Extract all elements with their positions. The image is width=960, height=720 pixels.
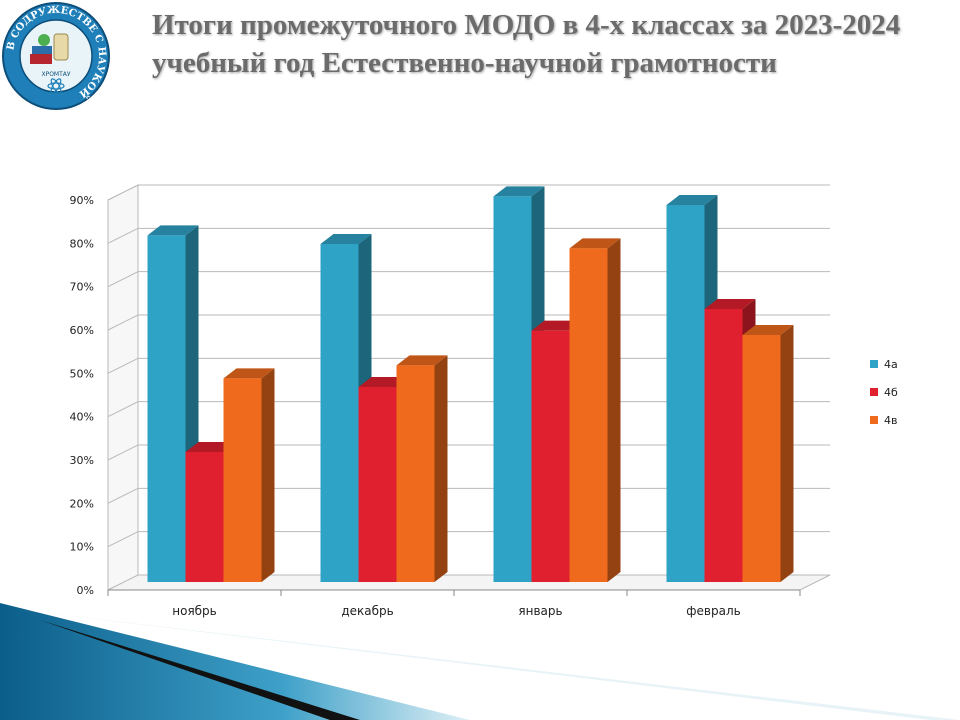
y-tick-label: 10% [70, 541, 94, 554]
bar-top [742, 325, 794, 335]
x-category-label: ноябрь [172, 604, 217, 618]
bar-side [261, 368, 275, 582]
bar-side [434, 355, 448, 582]
legend-swatch [870, 388, 878, 396]
logo-inner-text: ХРОМТАУ [41, 71, 70, 78]
bar-top [396, 355, 448, 366]
y-tick-label: 20% [70, 497, 94, 510]
y-tick-label: 40% [70, 411, 94, 424]
bar [493, 186, 545, 583]
chart-bars [147, 186, 794, 583]
bar-front [531, 330, 570, 582]
bar [396, 355, 448, 582]
bar-front [223, 378, 262, 582]
bar-top [147, 225, 199, 236]
bar-front [396, 365, 435, 582]
bar-top [223, 368, 275, 379]
gridline [107, 271, 830, 288]
y-tick-label: 60% [70, 324, 94, 337]
bar-side [607, 238, 621, 583]
bar-front [185, 452, 224, 582]
x-axis-categories: ноябрь декабрь январь февраль [172, 604, 740, 618]
x-category-label: декабрь [341, 604, 393, 618]
chart-legend: 4а 4б 4в [870, 358, 898, 427]
bar [569, 238, 621, 583]
bar-front [358, 387, 397, 582]
gridline [107, 227, 830, 244]
x-category-label: февраль [686, 604, 740, 618]
bar-top [569, 238, 621, 249]
legend-label: 4а [884, 358, 898, 371]
school-emblem-icon: В СОДРУЖЕСТВЕ С НАУКОЙ ХРОМТАУ [2, 2, 110, 110]
bar [223, 368, 275, 582]
bar-front [569, 248, 608, 583]
x-category-label: январь [518, 604, 562, 618]
chart-side-wall [107, 184, 139, 591]
bar-front [147, 235, 186, 583]
y-tick-label: 90% [70, 194, 94, 207]
y-tick-label: 0% [77, 584, 94, 597]
y-tick-label: 70% [70, 281, 94, 294]
bar-front [320, 244, 359, 582]
legend-label: 4б [884, 386, 898, 399]
bar [742, 325, 794, 582]
slide-title: Итоги промежуточного МОДО в 4-х классах … [152, 9, 901, 79]
bar-side [780, 325, 794, 582]
legend-swatch [870, 416, 878, 424]
y-axis-ticks: 0% 10% 20% 30% 40% 50% 60% 70% 80% 90% [70, 194, 94, 597]
bar-top [320, 234, 372, 244]
y-tick-label: 50% [70, 367, 94, 380]
legend-swatch [870, 360, 878, 368]
bar-top [704, 299, 756, 309]
decorative-swoosh [0, 603, 960, 720]
bar-top [666, 195, 718, 205]
legend-label: 4в [884, 414, 897, 427]
chart-grid [107, 184, 831, 596]
gridline [107, 184, 830, 201]
bar-front [666, 205, 705, 582]
bar-top [493, 186, 545, 197]
bar-front [493, 196, 532, 583]
bar-front [704, 309, 743, 582]
y-tick-label: 80% [70, 237, 94, 250]
y-tick-label: 30% [70, 454, 94, 467]
bar-front [742, 335, 781, 582]
